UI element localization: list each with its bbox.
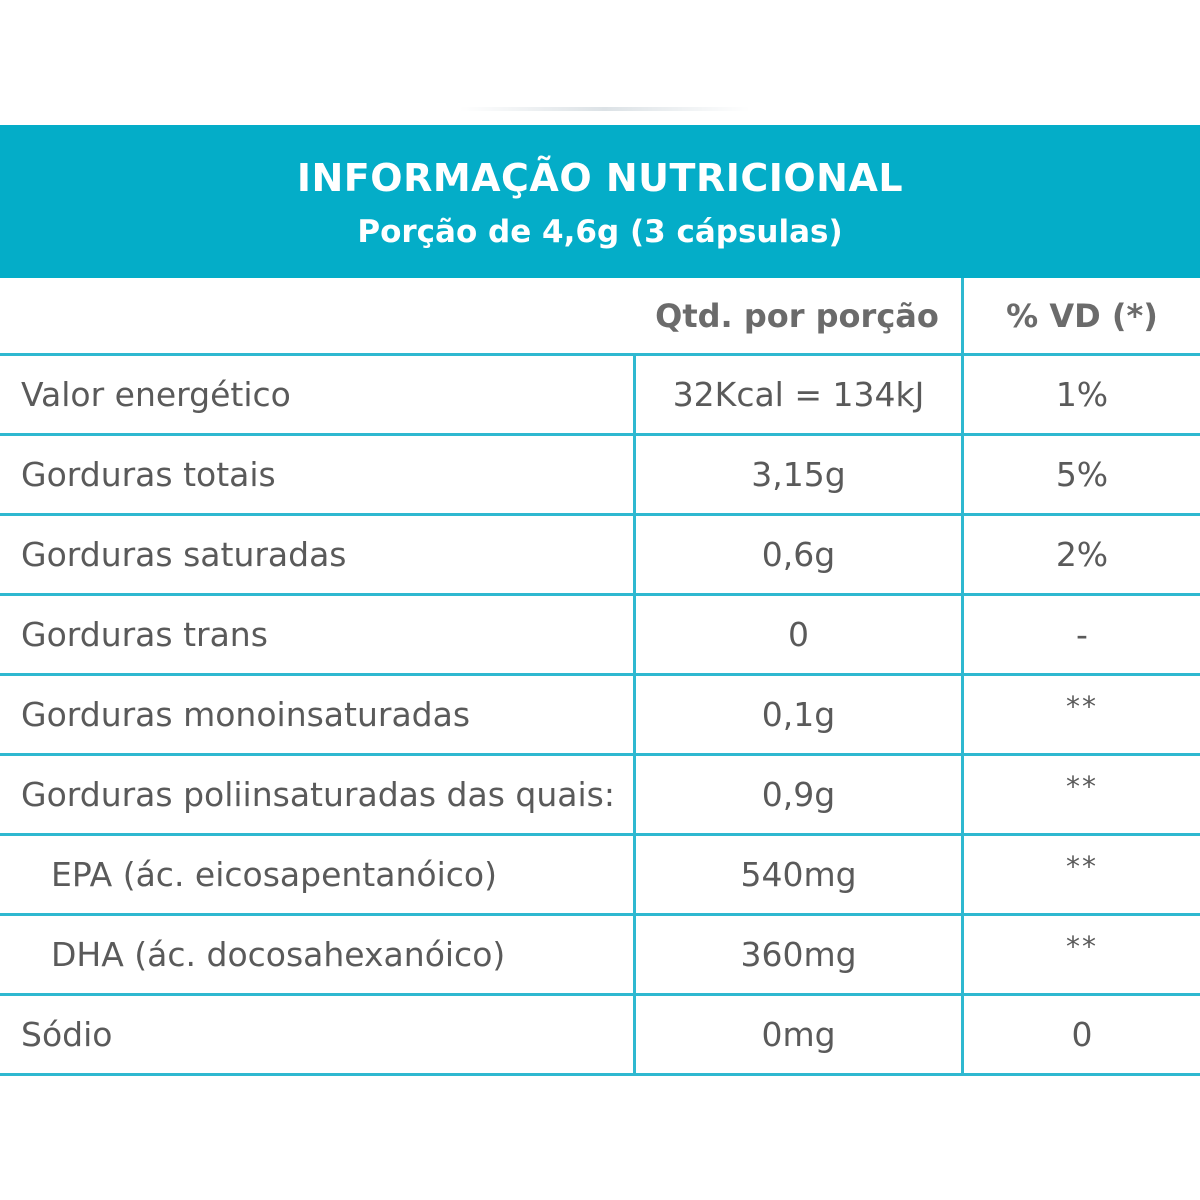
top-divider xyxy=(460,107,750,111)
nutrient-qty: 32Kcal = 134kJ xyxy=(633,356,961,433)
nutrient-qty: 0 xyxy=(633,596,961,673)
nutrient-qty: 0,6g xyxy=(633,516,961,593)
vd-footnote-marker: ** xyxy=(1066,770,1098,803)
nutrient-name: DHA (ác. docosahexanóico) xyxy=(51,935,506,974)
nutrient-name: Gorduras saturadas xyxy=(21,535,347,574)
nutrient-vd: 2% xyxy=(961,516,1200,593)
nutrient-vd: ** xyxy=(961,676,1200,753)
nutrient-vd: - xyxy=(961,596,1200,673)
nutrient-qty: 0,1g xyxy=(633,676,961,753)
nutrient-qty: 0mg xyxy=(633,996,961,1073)
nutrient-qty: 0,9g xyxy=(633,756,961,833)
column-header-row: Qtd. por porção % VD (*) xyxy=(0,278,1200,356)
column-header-vd: % VD (*) xyxy=(961,278,1200,353)
table-row: Gorduras saturadas 0,6g 2% xyxy=(0,516,1200,596)
nutrient-name: Gorduras trans xyxy=(21,615,268,654)
nutrient-vd: 5% xyxy=(961,436,1200,513)
table-row: Valor energético 32Kcal = 134kJ 1% xyxy=(0,356,1200,436)
vd-footnote-marker: ** xyxy=(1066,690,1098,723)
table-row: DHA (ác. docosahexanóico) 360mg ** xyxy=(0,916,1200,996)
column-header-qty: Qtd. por porção xyxy=(655,296,939,335)
nutrient-name: Valor energético xyxy=(21,375,291,414)
table-row: Sódio 0mg 0 xyxy=(0,996,1200,1076)
nutrient-qty: 540mg xyxy=(633,836,961,913)
table-row: Gorduras monoinsaturadas 0,1g ** xyxy=(0,676,1200,756)
nutrient-name: EPA (ác. eicosapentanóico) xyxy=(51,855,497,894)
nutrient-vd: 0 xyxy=(961,996,1200,1073)
nutrient-name: Gorduras poliinsaturadas das quais: xyxy=(21,775,615,814)
vd-footnote-marker: ** xyxy=(1066,930,1098,963)
table-row: Gorduras poliinsaturadas das quais: 0,9g… xyxy=(0,756,1200,836)
nutrient-vd: ** xyxy=(961,836,1200,913)
table-row: EPA (ác. eicosapentanóico) 540mg ** xyxy=(0,836,1200,916)
nutrition-table: Qtd. por porção % VD (*) Valor energétic… xyxy=(0,278,1200,1076)
nutrient-vd: 1% xyxy=(961,356,1200,433)
nutrient-qty: 360mg xyxy=(633,916,961,993)
nutrient-vd: ** xyxy=(961,916,1200,993)
nutrient-vd: ** xyxy=(961,756,1200,833)
table-title: INFORMAÇÃO NUTRICIONAL xyxy=(296,156,904,200)
nutrient-name: Sódio xyxy=(21,1015,113,1054)
nutrient-name: Gorduras monoinsaturadas xyxy=(21,695,471,734)
table-row: Gorduras trans 0 - xyxy=(0,596,1200,676)
table-header-banner: INFORMAÇÃO NUTRICIONAL Porção de 4,6g (3… xyxy=(0,125,1200,278)
nutrient-qty: 3,15g xyxy=(633,436,961,513)
table-row: Gorduras totais 3,15g 5% xyxy=(0,436,1200,516)
column-header-name xyxy=(0,278,633,353)
vd-footnote-marker: ** xyxy=(1066,850,1098,883)
nutrient-name: Gorduras totais xyxy=(21,455,276,494)
serving-size: Porção de 4,6g (3 cápsulas) xyxy=(357,214,843,250)
